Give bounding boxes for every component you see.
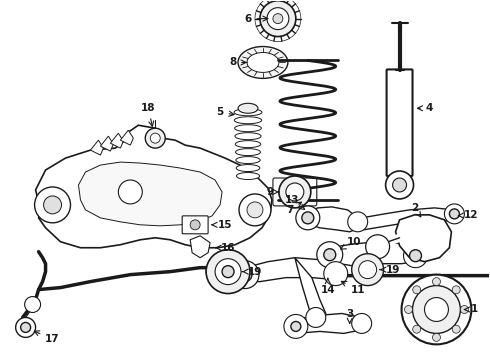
- Text: 19: 19: [380, 265, 400, 275]
- Circle shape: [404, 244, 427, 268]
- Circle shape: [452, 286, 460, 294]
- Circle shape: [405, 306, 413, 314]
- Text: 1: 1: [465, 305, 478, 315]
- Circle shape: [324, 249, 336, 261]
- Text: 7: 7: [286, 202, 301, 215]
- Circle shape: [413, 286, 421, 294]
- Text: 16: 16: [215, 243, 235, 253]
- Circle shape: [239, 194, 271, 226]
- Ellipse shape: [234, 117, 262, 124]
- Polygon shape: [395, 215, 451, 262]
- Circle shape: [424, 298, 448, 321]
- Polygon shape: [100, 136, 113, 151]
- Text: 6: 6: [245, 14, 268, 24]
- Text: 11: 11: [342, 282, 365, 294]
- Polygon shape: [78, 162, 222, 226]
- Text: 18: 18: [141, 103, 155, 126]
- Circle shape: [44, 196, 62, 214]
- Polygon shape: [121, 130, 133, 145]
- Circle shape: [306, 307, 326, 328]
- Polygon shape: [328, 242, 417, 266]
- Circle shape: [401, 275, 471, 345]
- Circle shape: [386, 171, 414, 199]
- Circle shape: [206, 250, 250, 293]
- Circle shape: [302, 212, 314, 224]
- Circle shape: [366, 235, 390, 259]
- FancyBboxPatch shape: [182, 216, 208, 234]
- Circle shape: [413, 285, 461, 333]
- Circle shape: [410, 250, 421, 262]
- Text: 4: 4: [417, 103, 433, 113]
- Circle shape: [267, 8, 289, 30]
- Circle shape: [433, 278, 441, 285]
- Circle shape: [273, 14, 283, 24]
- Circle shape: [279, 176, 311, 208]
- Circle shape: [444, 204, 465, 224]
- Polygon shape: [305, 207, 360, 232]
- Circle shape: [190, 220, 200, 230]
- Ellipse shape: [236, 172, 260, 180]
- Circle shape: [215, 259, 241, 285]
- Ellipse shape: [234, 109, 262, 116]
- Circle shape: [145, 128, 165, 148]
- Circle shape: [24, 297, 41, 312]
- Circle shape: [16, 318, 36, 337]
- Text: 19: 19: [242, 267, 262, 276]
- Circle shape: [359, 261, 377, 279]
- Circle shape: [392, 178, 407, 192]
- Ellipse shape: [236, 157, 260, 163]
- Ellipse shape: [247, 53, 279, 72]
- Circle shape: [449, 209, 460, 219]
- Text: 17: 17: [34, 331, 60, 345]
- Circle shape: [352, 314, 371, 333]
- Circle shape: [324, 262, 348, 285]
- Polygon shape: [362, 208, 457, 230]
- Polygon shape: [110, 133, 123, 148]
- Text: 2: 2: [411, 203, 421, 217]
- Circle shape: [433, 333, 441, 341]
- Polygon shape: [91, 140, 103, 155]
- Circle shape: [286, 183, 304, 201]
- Text: 12: 12: [458, 210, 479, 220]
- Polygon shape: [295, 258, 326, 319]
- Circle shape: [317, 242, 343, 268]
- Circle shape: [284, 315, 308, 338]
- Circle shape: [119, 180, 142, 204]
- Text: 8: 8: [229, 58, 246, 67]
- Ellipse shape: [235, 133, 261, 140]
- Text: 9: 9: [267, 187, 279, 197]
- Circle shape: [222, 266, 234, 278]
- Circle shape: [348, 212, 368, 232]
- Circle shape: [296, 206, 320, 230]
- Polygon shape: [244, 258, 338, 282]
- Circle shape: [260, 1, 296, 37]
- Ellipse shape: [238, 103, 258, 113]
- Text: 14: 14: [320, 279, 335, 294]
- Circle shape: [35, 187, 71, 223]
- Text: 13: 13: [285, 195, 305, 210]
- Ellipse shape: [236, 149, 261, 156]
- Text: 3: 3: [346, 310, 353, 323]
- Polygon shape: [190, 236, 210, 258]
- Circle shape: [150, 133, 160, 143]
- Ellipse shape: [235, 125, 261, 132]
- Circle shape: [461, 306, 468, 314]
- Circle shape: [21, 323, 30, 332]
- Text: 5: 5: [217, 107, 234, 117]
- Circle shape: [238, 268, 252, 282]
- Ellipse shape: [238, 46, 288, 78]
- Ellipse shape: [236, 165, 260, 171]
- Circle shape: [291, 321, 301, 332]
- Circle shape: [231, 261, 259, 289]
- Text: 10: 10: [341, 237, 361, 249]
- Circle shape: [413, 325, 421, 333]
- FancyBboxPatch shape: [387, 69, 413, 176]
- Circle shape: [352, 254, 384, 285]
- Circle shape: [247, 202, 263, 218]
- Polygon shape: [295, 314, 364, 333]
- Circle shape: [452, 325, 460, 333]
- Text: 15: 15: [212, 220, 232, 230]
- Ellipse shape: [235, 141, 261, 148]
- Polygon shape: [36, 125, 272, 248]
